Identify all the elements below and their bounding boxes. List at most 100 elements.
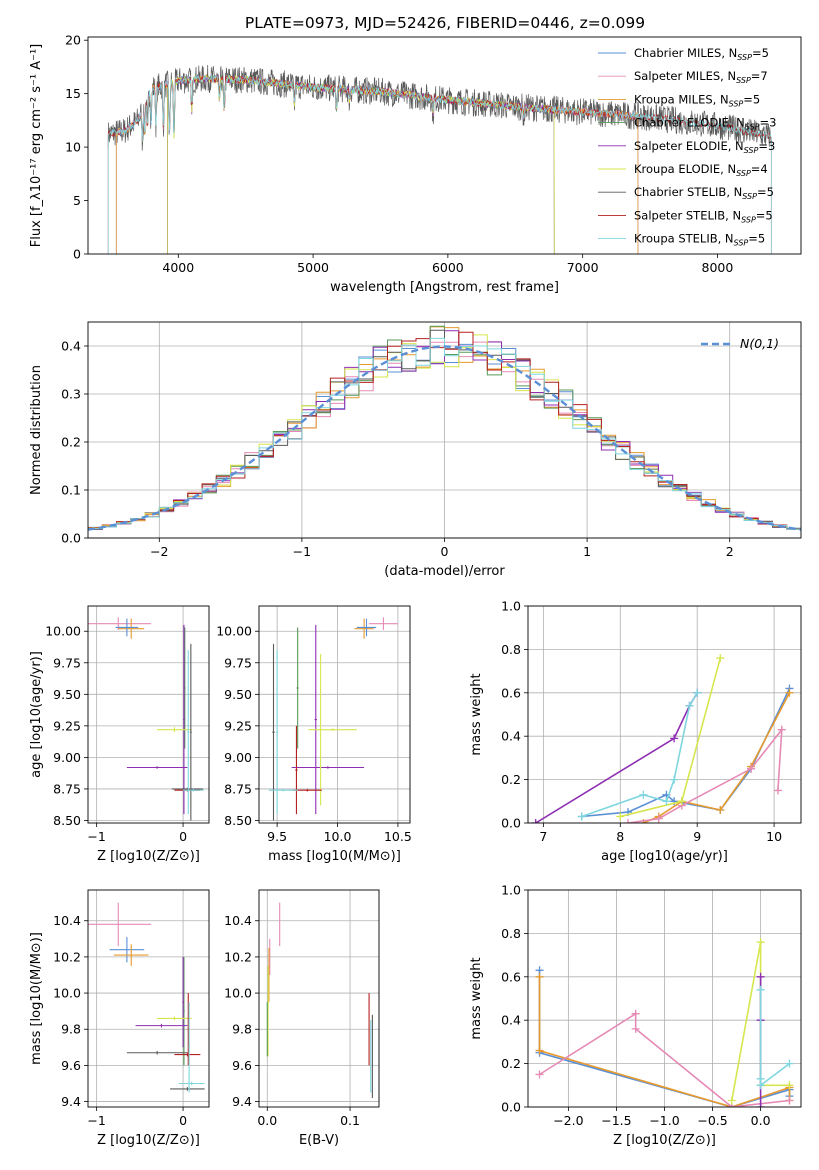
mass-Z-xlabel: Z [log10(Z/Z⊙)] bbox=[97, 1133, 200, 1148]
residuals-axes: −2 −1 0 1 2 0.0 0.1 0.2 0.3 0.4 (data-model)/error… bbox=[29, 321, 802, 579]
weight-Z-point bbox=[631, 1009, 640, 1018]
legend-label: Salpeter MILES, NSSP=7 bbox=[634, 69, 768, 85]
weight-Z-point bbox=[785, 1096, 794, 1105]
spectrum-ytick-label: 20 bbox=[65, 33, 81, 48]
legend-label: Salpeter ELODIE, NSSP=3 bbox=[634, 139, 775, 155]
spectrum-line-chabrier-miles bbox=[115, 75, 639, 254]
spectrum-ytick-label: 5 bbox=[73, 193, 81, 208]
weight-age-point bbox=[716, 654, 725, 663]
weight-age-axes: 7 8 9 10 0.0 0.2 0.4 0.6 0.8 1.0 age [log10(age/yr… bbox=[469, 599, 802, 864]
mass-EBV-ytick-label: 10.4 bbox=[224, 913, 252, 928]
age-mass-ytick-label: 9.75 bbox=[224, 655, 252, 670]
spectrum-xlabel: wavelength [Angstrom, rest frame] bbox=[330, 280, 559, 295]
age-Z-xtick-label: −1 bbox=[87, 829, 105, 844]
residuals-ytick-label: 0.2 bbox=[61, 435, 81, 450]
residuals-ylabel: Normed distribution bbox=[29, 365, 44, 495]
weight-age-ylabel: mass weight bbox=[469, 673, 484, 755]
weight-age-point bbox=[670, 734, 679, 743]
mass-Z-ytick-label: 10.2 bbox=[53, 949, 81, 964]
spectrum-axes: 4000 5000 6000 7000 8000 0 5 10 15 20 wavelength [… bbox=[29, 33, 802, 295]
residuals-xtick-label: 0 bbox=[441, 544, 449, 559]
figure-title: PLATE=0973, MJD=52426, FIBERID=0446, z=0… bbox=[245, 14, 645, 32]
residuals-plot bbox=[88, 325, 801, 531]
mass-EBV-ytick-label: 10.2 bbox=[224, 949, 252, 964]
weight-Z-xlabel: Z [log10(Z/Z⊙)] bbox=[613, 1133, 716, 1148]
spectrum-line-kroupa-elodie bbox=[167, 74, 555, 254]
weight-age-xtick-label: 7 bbox=[539, 829, 547, 844]
reference-legend-label: N(0,1) bbox=[740, 336, 779, 351]
residuals-ytick-label: 0.1 bbox=[61, 483, 81, 498]
weight-Z-xtick-label: −1.5 bbox=[601, 1113, 631, 1128]
age-Z-xlabel: Z [log10(Z/Z⊙)] bbox=[97, 849, 200, 864]
age-mass-xtick-label: 10.0 bbox=[324, 829, 352, 844]
age-mass-plot bbox=[268, 617, 398, 821]
legend-label: Chabrier STELIB, NSSP=5 bbox=[634, 185, 774, 201]
spectrum-xtick-label: 4000 bbox=[162, 260, 194, 275]
weight-Z-xtick-label: −0.5 bbox=[697, 1113, 727, 1128]
age-Z-xtick-label: 0 bbox=[179, 829, 187, 844]
weight-Z-point bbox=[756, 938, 765, 947]
weight-Z-point bbox=[756, 1081, 765, 1090]
weight-Z-axes: −2.0 −1.5 −1.0 −0.5 0.0 0.0 0.2 0.4 0.6 0.8 1.0 Z [… bbox=[469, 883, 802, 1148]
mass-Z-xtick-label: −1 bbox=[87, 1113, 105, 1128]
spectrum-ylabel: Flux [f_λ10⁻¹⁷ erg cm⁻² s⁻¹ A⁻¹] bbox=[29, 44, 44, 248]
residuals-ytick-label: 0.3 bbox=[61, 387, 81, 402]
spectrum-ytick-label: 10 bbox=[65, 140, 81, 155]
legend-label: Kroupa ELODIE, NSSP=4 bbox=[634, 162, 768, 178]
spectrum-xtick-label: 7000 bbox=[567, 260, 599, 275]
age-mass-frame bbox=[258, 605, 411, 824]
age-mass-ytick-label: 8.50 bbox=[224, 813, 252, 828]
weight-age-point bbox=[677, 797, 686, 806]
weight-Z-point bbox=[756, 972, 765, 981]
age-mass-xtick-label: 9.5 bbox=[267, 829, 287, 844]
age-Z-ylabel: age [log10(age/yr)] bbox=[29, 651, 44, 778]
mass-Z-plot bbox=[88, 902, 205, 1093]
weight-Z-point bbox=[756, 985, 765, 994]
mass-EBV-xtick-label: 0.1 bbox=[340, 1113, 360, 1128]
weight-age-point bbox=[654, 814, 663, 823]
weight-age-point bbox=[747, 764, 756, 773]
residuals-frame bbox=[87, 321, 802, 539]
legend-tail: =5 bbox=[743, 92, 760, 106]
weight-Z-frame bbox=[527, 889, 802, 1108]
weight-age-line bbox=[581, 692, 698, 818]
legend-tail: =5 bbox=[752, 46, 769, 60]
mass-Z-ytick-label: 9.4 bbox=[61, 1094, 81, 1109]
legend-sub: SSP bbox=[744, 146, 759, 155]
age-Z-ytick-label: 9.25 bbox=[53, 718, 81, 733]
weight-Z-ytick-label: 0.8 bbox=[501, 926, 521, 941]
mass-Z-ylabel: mass [log10(M/M⊙)] bbox=[29, 932, 44, 1065]
age-mass-ytick-label: 9.50 bbox=[224, 687, 252, 702]
weight-age-line bbox=[627, 727, 783, 823]
legend-tail: =3 bbox=[758, 139, 775, 153]
legend-sub: SSP bbox=[742, 192, 757, 201]
legend-sub: SSP bbox=[745, 123, 760, 132]
age-Z-ytick-label: 8.50 bbox=[53, 813, 81, 828]
age-Z-ytick-label: 9.50 bbox=[53, 687, 81, 702]
mass-Z-xtick-label: 0 bbox=[179, 1113, 187, 1128]
weight-Z-ytick-label: 0.6 bbox=[501, 969, 521, 984]
weight-Z-point bbox=[785, 1059, 794, 1068]
normal-reference-curve bbox=[88, 345, 801, 531]
mass-Z-ytick-label: 9.6 bbox=[61, 1058, 81, 1073]
weight-Z-plot bbox=[535, 938, 794, 1107]
weight-age-point bbox=[662, 797, 671, 806]
weight-age-xtick-label: 9 bbox=[693, 829, 701, 844]
spectrum-xtick-label: 5000 bbox=[297, 260, 329, 275]
legend-label: Chabrier MILES, NSSP=5 bbox=[634, 46, 769, 62]
weight-age-ytick-label: 0.0 bbox=[501, 816, 521, 831]
age-mass-xtick-label: 10.5 bbox=[384, 829, 412, 844]
spectrum-line-kroupa-stelib bbox=[107, 74, 772, 254]
weight-age-point bbox=[716, 805, 725, 814]
mass-EBV-plot bbox=[266, 902, 373, 1098]
weight-age-ytick-label: 0.8 bbox=[501, 642, 521, 657]
weight-age-plot bbox=[531, 654, 794, 823]
mass-Z-axes: −1 0 9.4 9.6 9.8 10.0 10.2 10.4 Z [log10(Z/Z⊙)] m… bbox=[29, 889, 210, 1148]
spectrum-line-chabrier-stelib bbox=[107, 64, 772, 151]
weight-age-ytick-label: 0.2 bbox=[501, 772, 521, 787]
weight-age-point bbox=[785, 688, 794, 697]
legend-sub: SSP bbox=[741, 215, 756, 224]
weight-Z-line bbox=[759, 989, 790, 1087]
age-mass-ytick-label: 10.00 bbox=[216, 624, 252, 639]
